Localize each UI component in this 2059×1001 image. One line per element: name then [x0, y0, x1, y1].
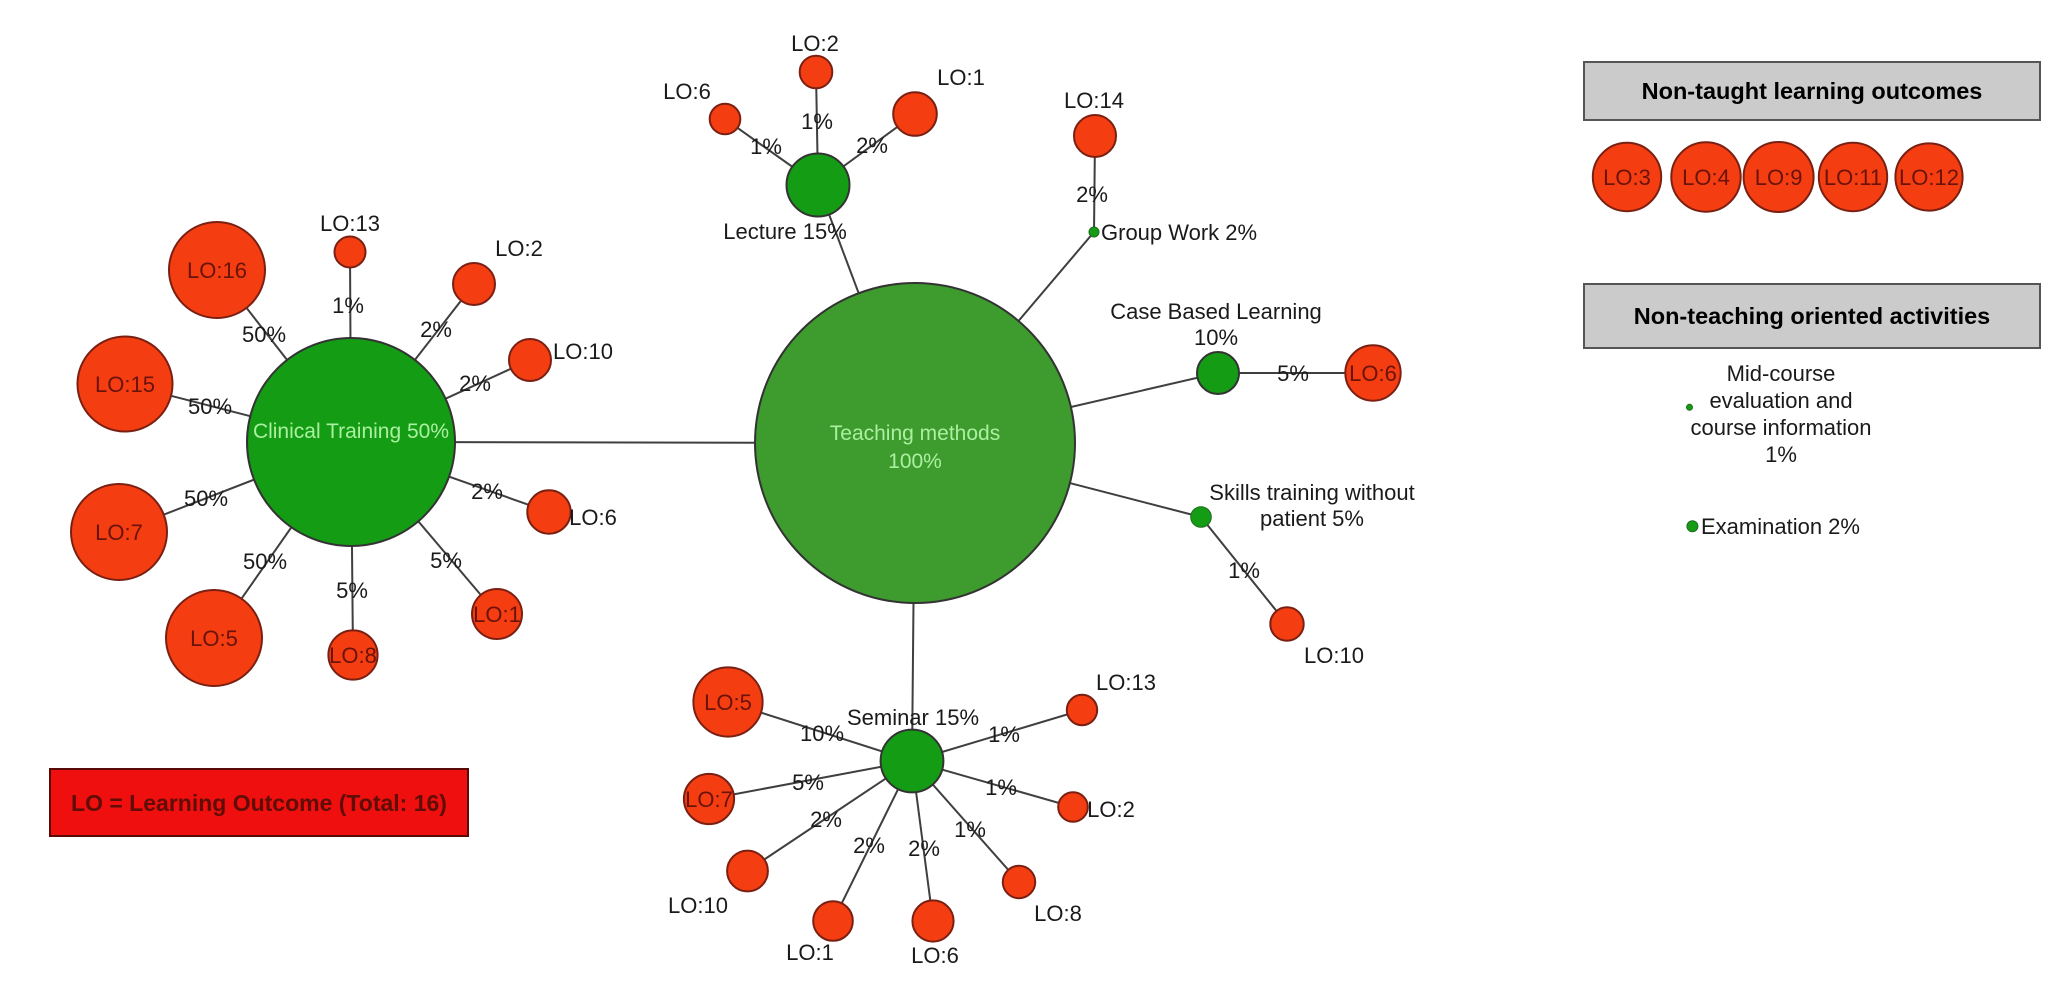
svg-text:LO:15: LO:15	[95, 372, 155, 397]
svg-text:Skills training without: Skills training without	[1209, 480, 1414, 505]
svg-text:LO:2: LO:2	[495, 236, 543, 261]
svg-text:LO:2: LO:2	[1087, 797, 1135, 822]
svg-text:LO:3: LO:3	[1603, 165, 1651, 190]
svg-text:2%: 2%	[908, 836, 940, 861]
svg-text:patient 5%: patient 5%	[1260, 506, 1364, 531]
svg-text:LO:14: LO:14	[1064, 88, 1124, 113]
svg-text:1%: 1%	[750, 134, 782, 159]
svg-text:LO:10: LO:10	[668, 893, 728, 918]
svg-text:LO:13: LO:13	[1096, 670, 1156, 695]
svg-text:LO:12: LO:12	[1899, 165, 1959, 190]
svg-text:LO:8: LO:8	[329, 643, 377, 668]
svg-text:50%: 50%	[188, 394, 232, 419]
svg-text:50%: 50%	[242, 322, 286, 347]
svg-text:LO:16: LO:16	[187, 258, 247, 283]
svg-text:5%: 5%	[336, 578, 368, 603]
svg-text:LO:1: LO:1	[473, 602, 521, 627]
svg-text:LO:13: LO:13	[320, 211, 380, 236]
svg-text:5%: 5%	[430, 548, 462, 573]
svg-text:1%: 1%	[1228, 558, 1260, 583]
svg-text:10%: 10%	[800, 721, 844, 746]
svg-text:Non-teaching oriented activiti: Non-teaching oriented activities	[1634, 303, 1990, 329]
svg-text:LO:4: LO:4	[1682, 165, 1730, 190]
svg-text:evaluation and: evaluation and	[1709, 388, 1852, 413]
svg-text:2%: 2%	[856, 133, 888, 158]
svg-text:Examination 2%: Examination 2%	[1701, 514, 1860, 539]
svg-text:LO = Learning Outcome (Total:: LO = Learning Outcome (Total: 16)	[71, 790, 447, 816]
svg-text:LO:8: LO:8	[1034, 901, 1082, 926]
svg-text:50%: 50%	[184, 486, 228, 511]
svg-text:100%: 100%	[888, 450, 942, 473]
svg-text:LO:10: LO:10	[553, 339, 613, 364]
svg-text:Mid-course: Mid-course	[1727, 361, 1836, 386]
svg-text:course information: course information	[1691, 415, 1872, 440]
svg-text:50%: 50%	[243, 549, 287, 574]
svg-text:LO:7: LO:7	[685, 787, 733, 812]
svg-text:LO:6: LO:6	[911, 943, 959, 968]
svg-text:2%: 2%	[853, 833, 885, 858]
svg-text:1%: 1%	[1765, 442, 1797, 467]
svg-text:LO:9: LO:9	[1755, 165, 1803, 190]
svg-text:Clinical Training 50%: Clinical Training 50%	[253, 420, 449, 443]
svg-text:LO:10: LO:10	[1304, 643, 1364, 668]
svg-text:1%: 1%	[332, 293, 364, 318]
svg-text:1%: 1%	[985, 775, 1017, 800]
svg-text:2%: 2%	[810, 807, 842, 832]
svg-text:LO:6: LO:6	[1349, 361, 1397, 386]
svg-text:Non-taught learning outcomes: Non-taught learning outcomes	[1642, 78, 1983, 104]
svg-text:LO:1: LO:1	[786, 940, 834, 965]
svg-text:Lecture 15%: Lecture 15%	[723, 219, 847, 244]
svg-text:Group Work 2%: Group Work 2%	[1101, 220, 1257, 245]
svg-text:LO:5: LO:5	[190, 626, 238, 651]
svg-text:2%: 2%	[471, 479, 503, 504]
svg-text:Case Based Learning: Case Based Learning	[1110, 299, 1322, 324]
svg-text:10%: 10%	[1194, 325, 1238, 350]
svg-text:Seminar 15%: Seminar 15%	[847, 705, 979, 730]
svg-text:LO:5: LO:5	[704, 690, 752, 715]
svg-text:LO:7: LO:7	[95, 520, 143, 545]
svg-text:LO:6: LO:6	[569, 505, 617, 530]
svg-text:1%: 1%	[988, 722, 1020, 747]
svg-text:5%: 5%	[792, 770, 824, 795]
svg-text:LO:1: LO:1	[937, 65, 985, 90]
svg-text:5%: 5%	[1277, 361, 1309, 386]
svg-text:Teaching methods: Teaching methods	[830, 422, 1000, 445]
svg-text:LO:11: LO:11	[1824, 165, 1882, 190]
svg-text:LO:6: LO:6	[663, 79, 711, 104]
svg-text:LO:2: LO:2	[791, 31, 839, 56]
svg-text:2%: 2%	[1076, 182, 1108, 207]
svg-text:2%: 2%	[420, 317, 452, 342]
svg-text:2%: 2%	[459, 371, 491, 396]
svg-text:1%: 1%	[954, 817, 986, 842]
svg-text:1%: 1%	[801, 109, 833, 134]
